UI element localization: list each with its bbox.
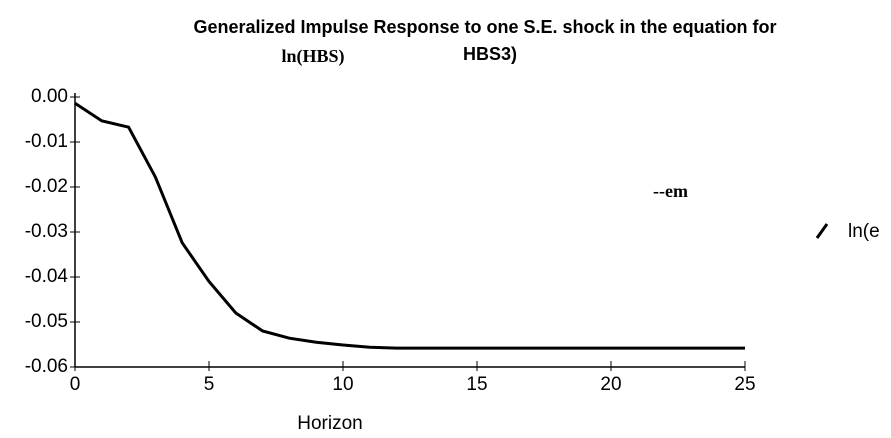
y-tick-label: -0.05 [25, 311, 68, 332]
x-tick-label: 20 [600, 374, 621, 395]
x-axis-label: Horizon [297, 413, 362, 434]
x-tick-label: 5 [204, 374, 215, 395]
y-tick-label: -0.06 [25, 356, 68, 377]
y-tick-label: -0.02 [25, 176, 68, 197]
annotation: --em [653, 181, 688, 201]
y-tick-label: -0.01 [25, 131, 68, 152]
legend-swatch [815, 223, 829, 239]
legend-label: ln(e [848, 221, 880, 242]
y-tick-label: 0.00 [31, 86, 68, 107]
chart-title: Generalized Impulse Response to one S.E.… [193, 17, 776, 37]
y-tick-label: -0.03 [25, 221, 68, 242]
x-tick-label: 0 [70, 374, 81, 395]
y-tick-label: -0.04 [25, 266, 69, 287]
x-tick-label: 25 [734, 374, 755, 395]
line-series [74, 102, 745, 350]
annotation: HBS3) [463, 44, 517, 64]
annotation: ln(HBS) [281, 46, 344, 67]
x-tick-label: 15 [466, 374, 487, 395]
x-tick-label: 10 [332, 374, 353, 395]
